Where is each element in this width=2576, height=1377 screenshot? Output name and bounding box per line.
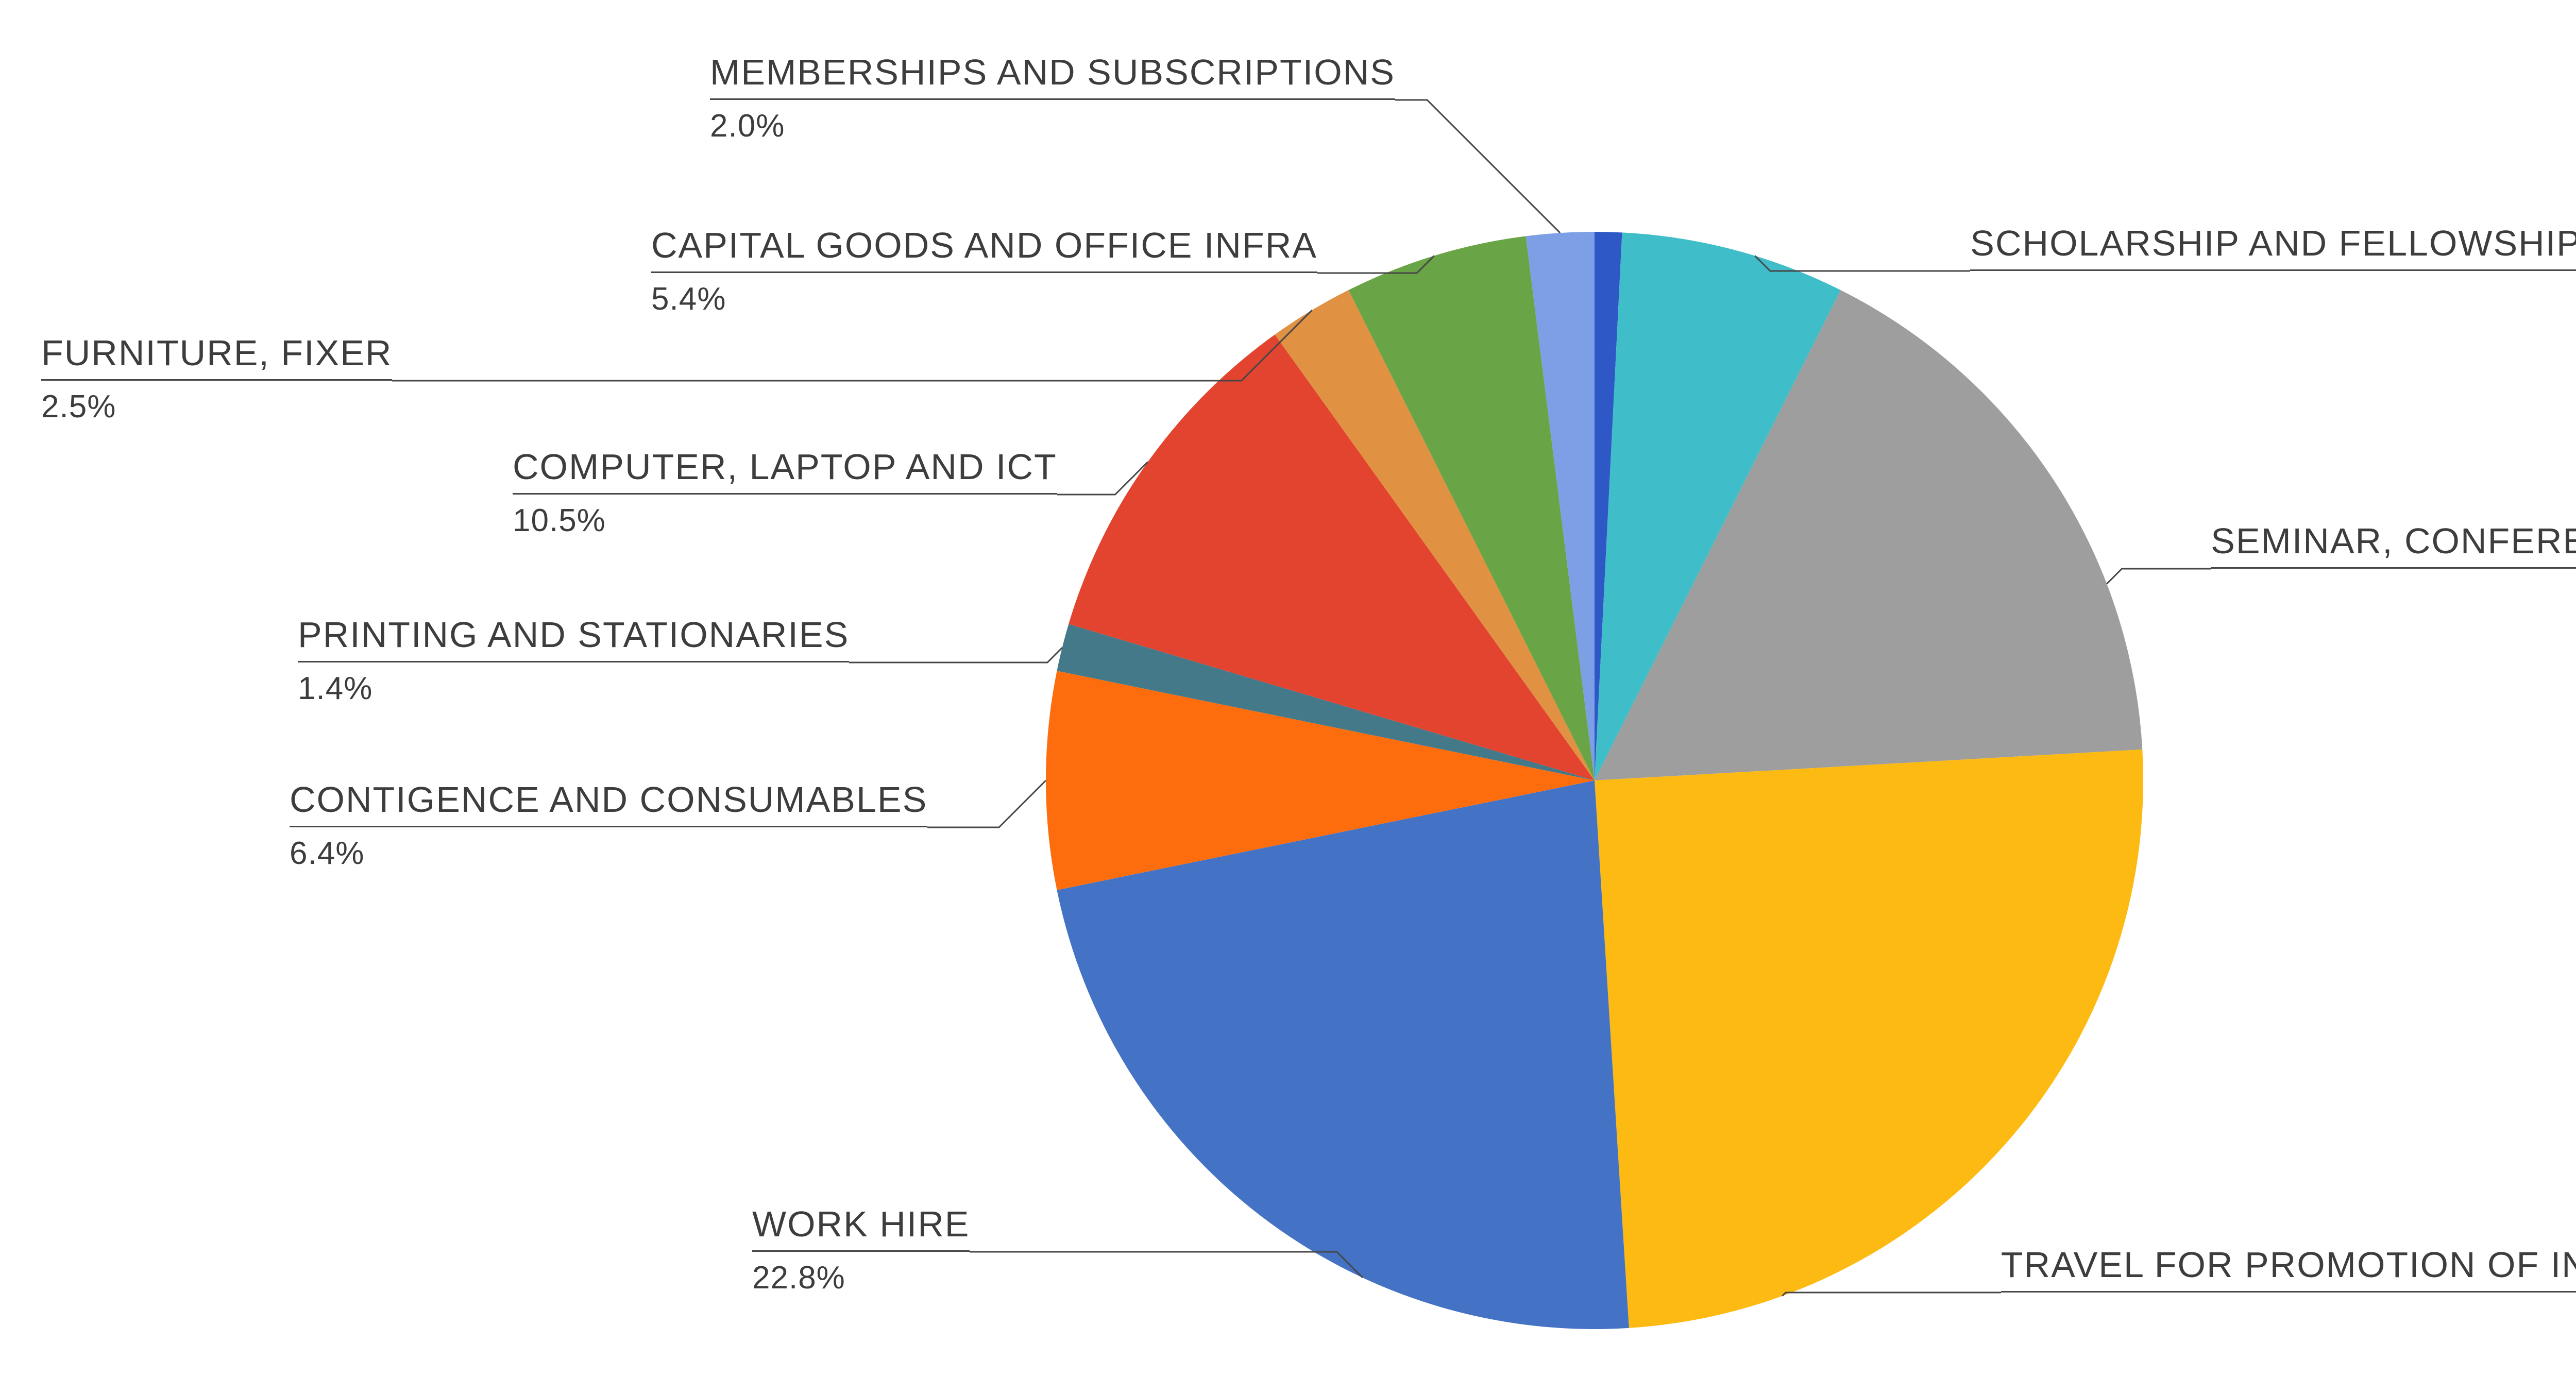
slice-percent: 10.5% [513, 502, 606, 538]
slice-label: SEMINAR, CONFERENCE, EVENTS AND DELE... [2211, 520, 2576, 569]
leader-line [392, 310, 1313, 382]
slice-label: MEMBERSHIPS AND SUBSCRIPTIONS [710, 52, 1395, 100]
pie-slice [1595, 232, 1841, 780]
leader-line [927, 779, 1047, 828]
leader-lines-group [392, 99, 2211, 1297]
pie-slice [1069, 334, 1595, 780]
leader-line [849, 647, 1063, 664]
slice-percent: 1.4% [298, 670, 373, 706]
pie-slice [1348, 236, 1595, 781]
slice-label: SCHOLARSHIP AND FELLOWSHIP, AWARDS, REWA… [1970, 223, 2576, 271]
slice-callout-printing-and-stationaries: PRINTING AND STATIONARIES 1.4% [298, 614, 850, 708]
pie-slice [1057, 624, 1595, 780]
slice-label: PRINTING AND STATIONARIES [298, 614, 850, 662]
pie-slice [1275, 290, 1595, 780]
leader-line [970, 1251, 1363, 1279]
slice-callout-contigence-and-consumables: CONTIGENCE AND CONSUMABLES 6.4% [290, 779, 928, 873]
pie-slice [1595, 232, 1622, 780]
pie-slice [1046, 671, 1595, 890]
leader-line [2106, 568, 2211, 585]
slice-percent: 2.0% [710, 108, 785, 144]
pie-slice [1526, 232, 1595, 780]
slice-percent: 22.8% [752, 1260, 845, 1296]
leader-line [1395, 99, 1561, 234]
slice-callout-memberships-and-subscriptions: MEMBERSHIPS AND SUBSCRIPTIONS 2.0% [710, 52, 1395, 145]
slice-label: COMPUTER, LAPTOP AND ICT [513, 446, 1057, 495]
slice-callout-travel-for-promotion-of-international-relations: TRAVEL FOR PROMOTION OF INTERNATIONAL RE… [2001, 1244, 2576, 1338]
slice-label: FURNITURE, FIXER [41, 332, 393, 381]
slice-label: CONTIGENCE AND CONSUMABLES [290, 779, 928, 827]
pie-slice [1595, 749, 2143, 1328]
leader-line [1754, 255, 1970, 272]
slice-callout-capital-goods-and-office-infra: CAPITAL GOODS AND OFFICE INFRA 5.4% [651, 225, 1317, 318]
leader-line [1782, 1291, 2001, 1297]
slice-callout-furniture-fixer: FURNITURE, FIXER 2.5% [41, 332, 393, 426]
slice-label: TRAVEL FOR PROMOTION OF INTERNATIONAL RE… [2001, 1244, 2576, 1293]
slice-percent: 5.4% [651, 281, 726, 317]
pie-slice [1057, 780, 1629, 1329]
slice-callout-computer-laptop-and-ict: COMPUTER, LAPTOP AND ICT 10.5% [513, 446, 1057, 540]
slice-callout-scholarship-and-fellowship-awards-rewards: SCHOLARSHIP AND FELLOWSHIP, AWARDS, REWA… [1970, 223, 2576, 316]
slice-percent: 2.5% [41, 388, 116, 424]
slice-callout-work-hire: WORK HIRE 22.8% [752, 1203, 970, 1297]
slice-percent: 6.4% [290, 835, 365, 871]
pie-slices-group [1046, 232, 2143, 1329]
pie-slice [1595, 290, 2143, 780]
leader-line [1057, 461, 1149, 496]
slice-label: CAPITAL GOODS AND OFFICE INFRA [651, 225, 1317, 273]
slice-callout-seminar-conference-events: SEMINAR, CONFERENCE, EVENTS AND DELE... … [2211, 520, 2576, 614]
leader-line [1317, 255, 1435, 274]
slice-label: WORK HIRE [752, 1203, 970, 1252]
